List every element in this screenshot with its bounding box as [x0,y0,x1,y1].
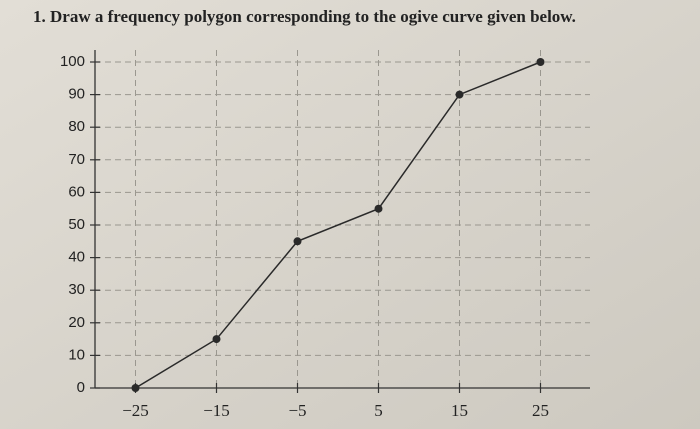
x-tick-label: 25 [532,401,549,420]
y-tick-label: 20 [68,314,85,331]
y-tick-label: 50 [68,216,85,233]
data-point [212,335,221,344]
y-tick-label: 80 [68,118,85,135]
y-tick-label: 100 [60,53,85,70]
data-point [293,237,302,246]
x-tick-label: −15 [203,401,230,420]
chart-title: 1. Draw a frequency polygon correspondin… [33,7,576,26]
y-tick-label: 60 [68,183,85,200]
y-tick-label: 90 [68,86,85,103]
data-point [131,384,140,392]
data-point [374,204,383,213]
y-tick-label: 30 [68,281,85,298]
y-tick-label: 40 [68,249,85,266]
data-point [536,58,545,66]
x-tick-label: −25 [122,401,149,420]
x-tick-label: 15 [451,401,468,420]
y-tick-label: 10 [68,346,85,363]
data-point [455,90,464,99]
y-tick-label: 70 [68,151,85,168]
x-tick-label: −5 [288,401,306,420]
x-tick-label: 5 [374,401,383,420]
series-line [135,61,541,389]
y-tick-label: 0 [77,379,85,396]
